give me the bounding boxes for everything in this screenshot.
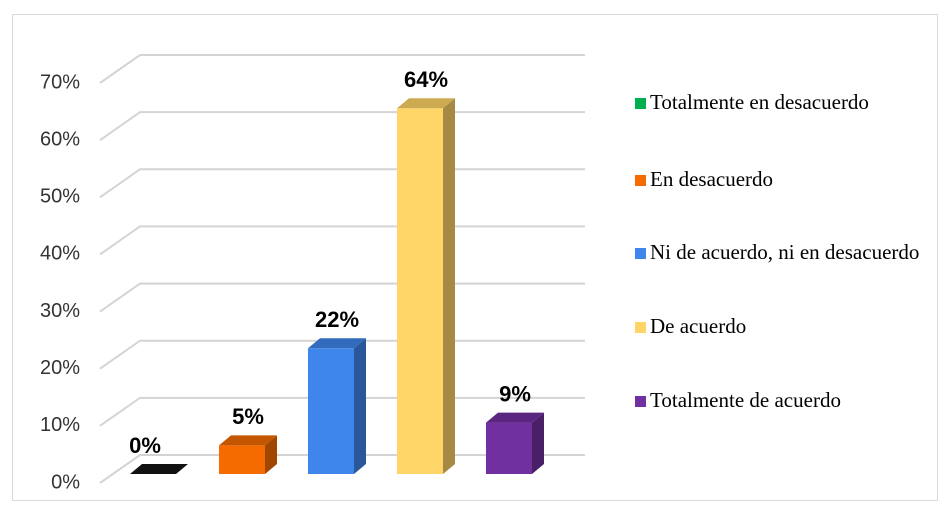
value-label: 22%: [315, 307, 359, 332]
bar-front: [308, 348, 354, 474]
legend-label: Totalmente de acuerdo: [650, 388, 841, 412]
y-tick-label: 30%: [40, 300, 80, 322]
bar-side: [532, 412, 544, 474]
value-label: 9%: [499, 381, 531, 406]
y-tick-label: 50%: [40, 186, 80, 208]
value-label: 64%: [404, 67, 448, 92]
legend-item: De acuerdo: [635, 314, 935, 339]
value-label: 0%: [129, 433, 161, 458]
y-tick-label: 20%: [40, 357, 80, 379]
grid-line: [99, 54, 585, 84]
y-tick-label: 40%: [40, 243, 80, 265]
legend-swatch: [635, 322, 646, 333]
bar: [219, 435, 277, 474]
legend-label: De acuerdo: [650, 314, 747, 338]
bar-top: [130, 464, 188, 474]
bar-side: [265, 435, 277, 474]
legend-item: En desacuerdo: [635, 167, 935, 192]
bar-front: [397, 108, 443, 475]
bar-front: [486, 422, 532, 474]
legend-swatch: [635, 248, 646, 259]
legend-item: Totalmente en desacuerdo: [635, 90, 935, 115]
chart-frame: [12, 14, 938, 501]
bar-top: [486, 412, 544, 423]
bar: [130, 464, 188, 474]
bar-front: [219, 445, 265, 474]
bar-side: [354, 338, 366, 474]
bar: [486, 412, 544, 474]
legend-item: Totalmente de acuerdo: [635, 388, 935, 413]
y-tick-label: 70%: [40, 71, 80, 93]
bar: [397, 98, 455, 475]
y-tick-label: 0%: [51, 471, 80, 493]
legend-item: Ni de acuerdo, ni en desacuerdo: [635, 240, 935, 265]
legend-label: Ni de acuerdo, ni en desacuerdo: [650, 240, 920, 264]
bar-side: [443, 98, 455, 475]
bar-top: [308, 338, 366, 349]
legend-swatch: [635, 396, 646, 407]
legend-swatch: [635, 98, 646, 109]
value-label: 5%: [232, 404, 264, 429]
y-tick-label: 60%: [40, 128, 80, 150]
bar-top: [397, 98, 455, 109]
legend-label: Totalmente en desacuerdo: [650, 90, 869, 114]
legend-swatch: [635, 175, 646, 186]
bar: [308, 338, 366, 474]
bar-top: [219, 435, 277, 446]
legend-label: En desacuerdo: [650, 167, 774, 191]
y-tick-label: 10%: [40, 414, 80, 436]
